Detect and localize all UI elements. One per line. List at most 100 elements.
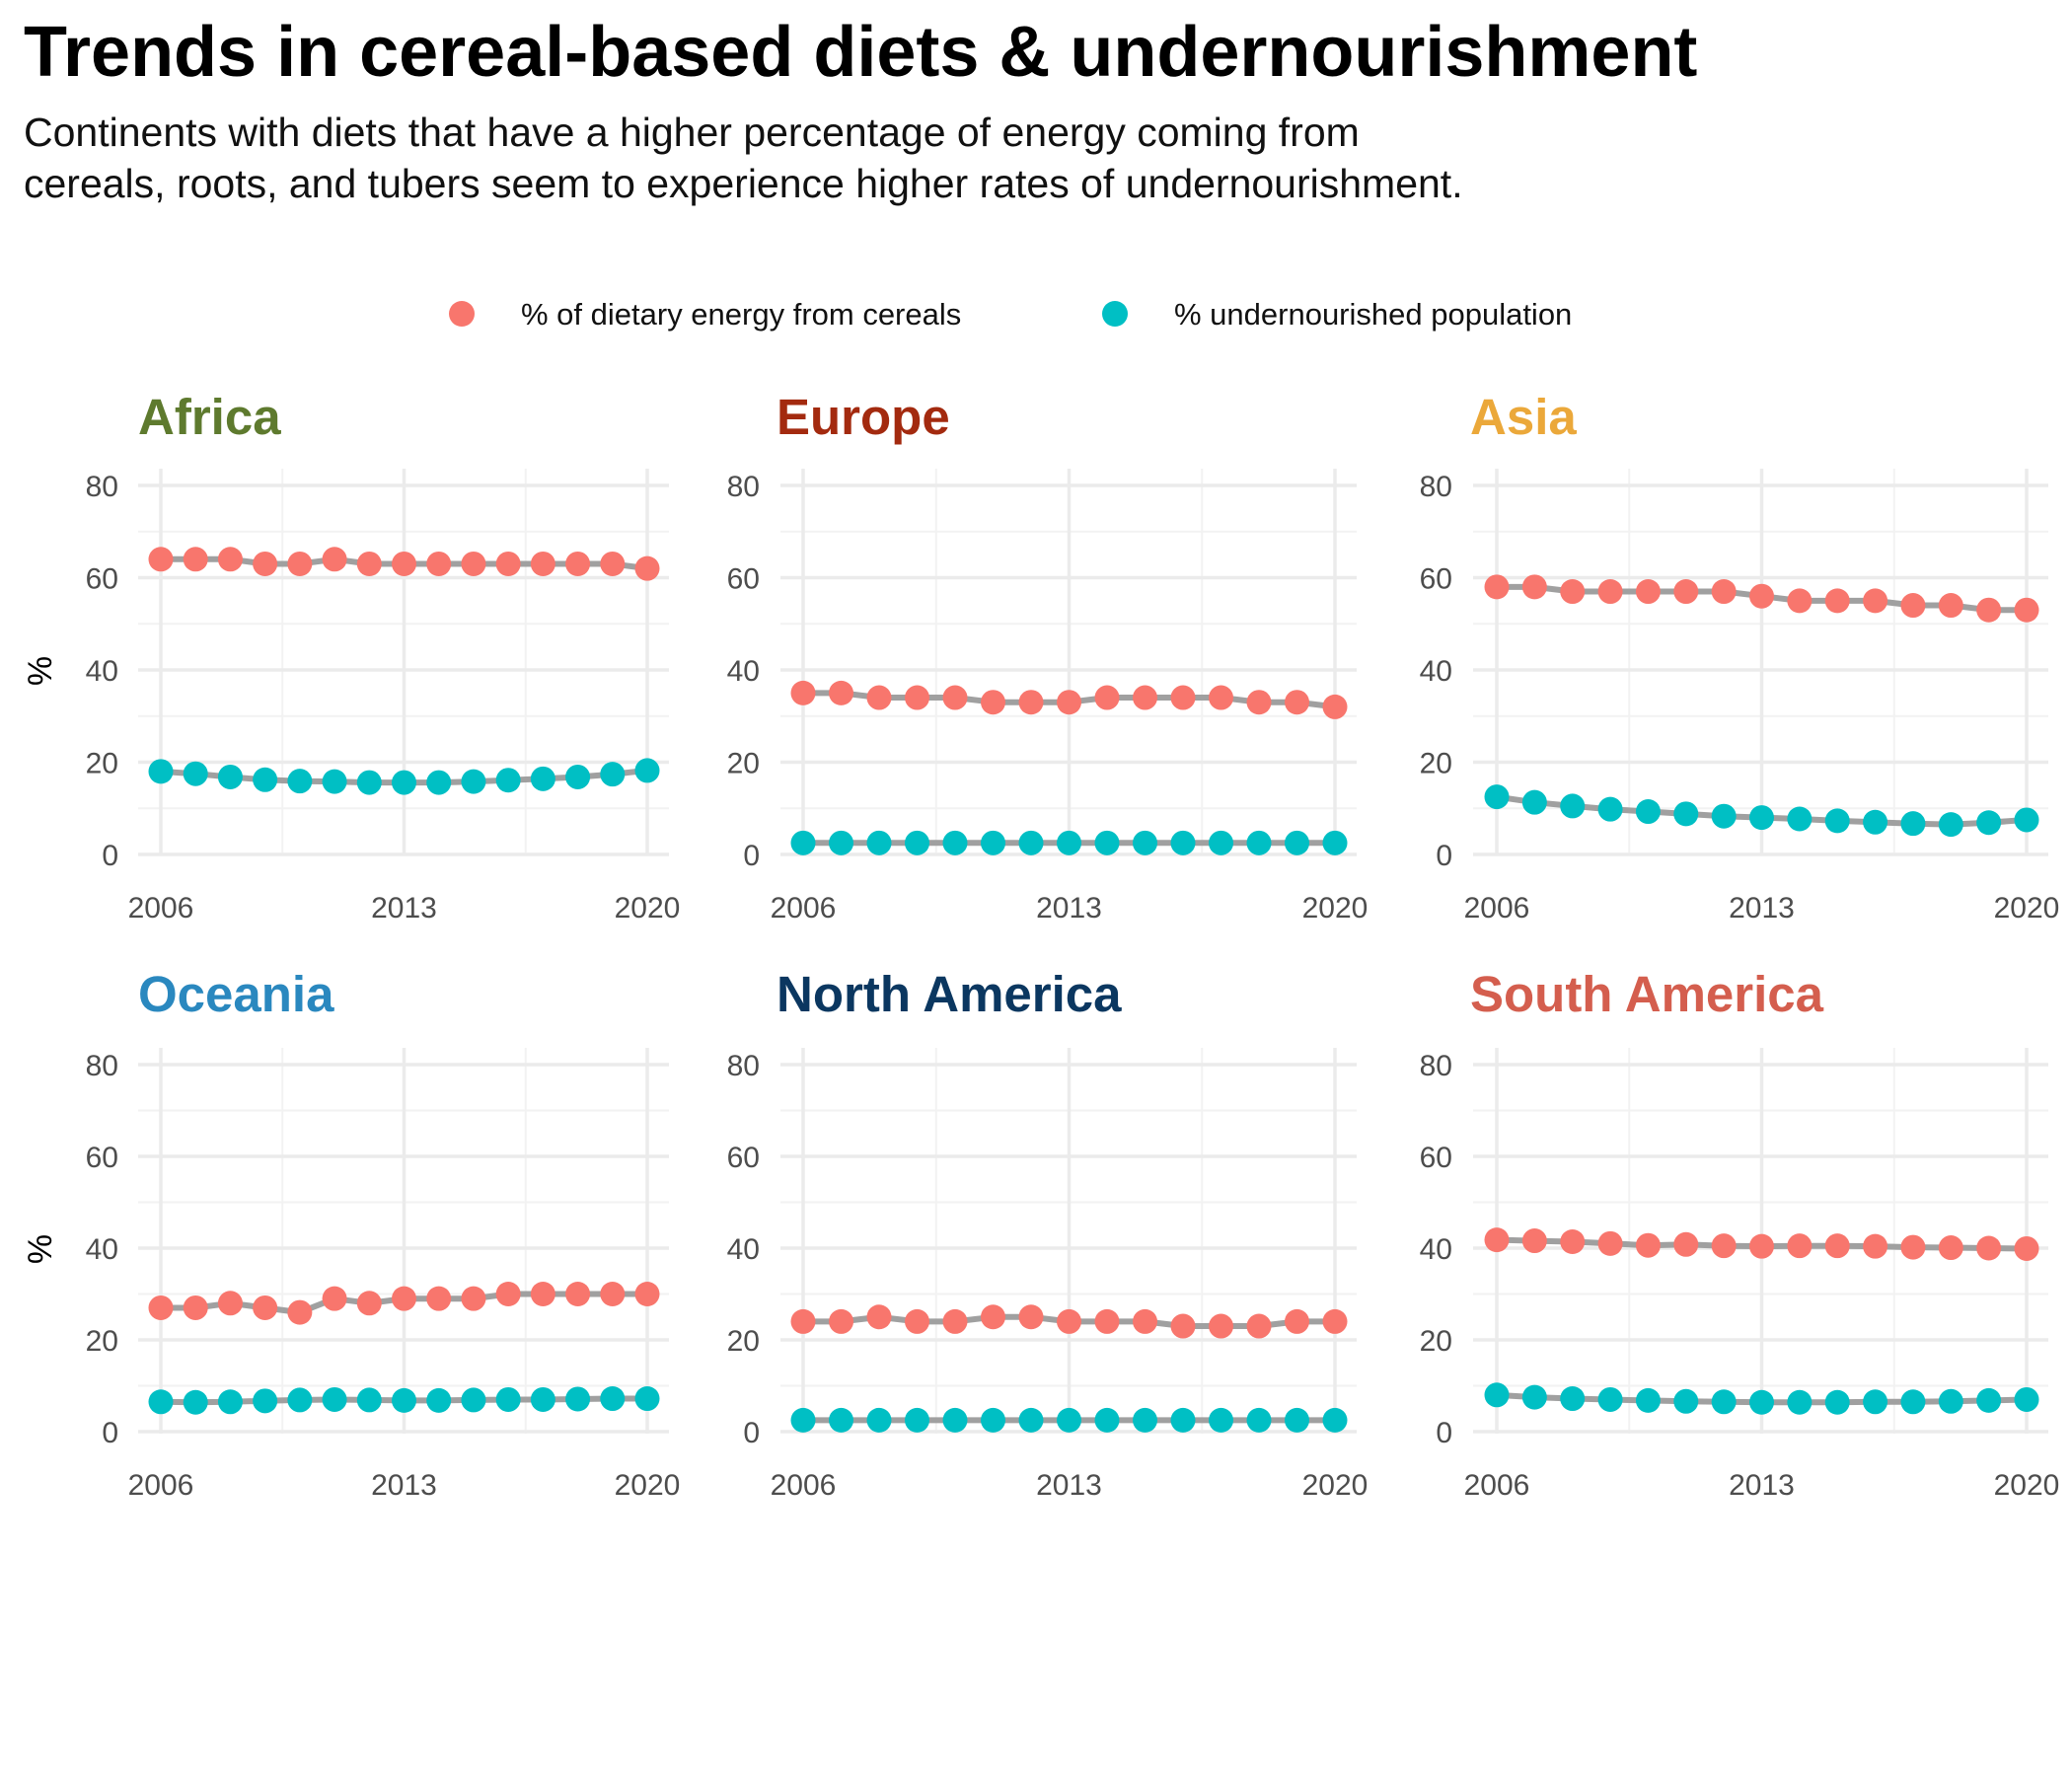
data-point-undernourished [1057,1407,1081,1433]
data-point-cereals [217,1291,243,1316]
data-point-cereals [1787,588,1813,614]
chart-subtitle-line: Continents with diets that have a higher… [24,110,1360,155]
data-point-cereals [1560,1228,1586,1254]
data-point-undernourished [1749,805,1774,831]
data-point-cereals [356,551,382,576]
data-point-cereals [1209,685,1233,710]
x-tick-label: 2006 [1464,1469,1530,1502]
data-point-cereals [565,551,591,576]
y-tick-label: 40 [727,1233,760,1266]
data-point-cereals [426,1286,452,1311]
y-tick-label: 80 [727,1050,760,1082]
data-point-cereals [1484,574,1510,600]
y-tick-label: 80 [86,1050,118,1082]
data-point-cereals [1018,1304,1044,1330]
y-tick-label: 80 [86,471,118,503]
data-point-cereals [287,551,313,576]
data-point-undernourished [530,1386,555,1412]
data-point-undernourished [1246,1407,1272,1433]
data-point-undernourished [183,761,208,786]
data-point-undernourished [829,830,853,855]
data-point-cereals [1246,1313,1272,1339]
data-point-undernourished [356,1387,382,1413]
data-point-cereals [495,1282,521,1306]
data-point-cereals [1285,690,1309,715]
data-point-cereals [1938,1235,1963,1261]
data-point-cereals [600,1282,626,1306]
data-point-undernourished [217,1389,243,1415]
data-point-undernourished [392,770,416,795]
data-point-cereals [905,1308,929,1334]
data-point-cereals [461,1286,486,1311]
data-point-cereals [148,547,174,572]
data-point-cereals [1133,1308,1157,1334]
x-tick-label: 2006 [128,892,194,925]
data-point-undernourished [530,766,555,791]
data-point-cereals [829,680,853,705]
data-point-undernourished [565,1386,591,1412]
data-point-undernourished [148,759,174,784]
x-tick-label: 2013 [1036,892,1102,925]
x-tick-label: 2020 [615,892,681,925]
data-point-undernourished [600,1386,626,1412]
data-point-cereals [866,685,892,710]
legend-marker [1102,301,1128,327]
data-point-undernourished [1597,796,1623,822]
y-tick-label: 0 [743,1417,760,1449]
y-tick-label: 0 [743,840,760,872]
data-point-cereals [790,680,816,705]
panel-title: Asia [1470,389,1577,445]
data-point-undernourished [426,770,452,795]
x-tick-label: 2013 [371,892,437,925]
data-point-cereals [1560,579,1586,605]
data-point-undernourished [1673,801,1699,827]
y-axis-label: % [22,656,59,686]
data-point-undernourished [392,1387,416,1413]
data-point-cereals [1824,588,1850,614]
panel-africa: 0 20 40 60 80 2006 2013 2020% Africa [22,389,680,925]
data-point-cereals [1597,579,1623,605]
data-point-undernourished [600,762,626,787]
data-point-undernourished [287,769,313,794]
data-point-undernourished [866,1407,892,1433]
y-tick-label: 60 [1420,1142,1452,1174]
data-point-undernourished [1635,1387,1661,1413]
data-point-undernourished [1787,806,1813,832]
data-point-undernourished [1938,812,1963,838]
panel-oceania: 0 20 40 60 80 2006 2013 2020% Oceania [22,966,680,1502]
data-point-undernourished [1170,1407,1196,1433]
data-point-cereals [1170,685,1196,710]
data-point-undernourished [790,830,816,855]
data-point-undernourished [1560,1386,1586,1412]
data-point-cereals [1170,1313,1196,1339]
data-point-cereals [426,551,452,576]
data-point-cereals [1938,593,1963,619]
data-point-undernourished [1094,830,1120,855]
data-point-cereals [1900,593,1926,619]
data-point-undernourished [461,1387,486,1413]
data-point-undernourished [1749,1389,1774,1415]
data-point-undernourished [1322,1407,1348,1433]
data-point-cereals [1209,1313,1233,1339]
data-point-undernourished [426,1387,452,1413]
data-point-cereals [1749,1233,1774,1259]
data-point-cereals [1635,579,1661,605]
y-tick-label: 60 [727,563,760,596]
data-point-cereals [392,1286,416,1311]
data-point-undernourished [1635,799,1661,825]
data-point-undernourished [1863,1389,1888,1415]
data-point-undernourished [356,770,382,795]
x-tick-label: 2006 [771,892,837,925]
panel-title: South America [1470,966,1824,1022]
data-point-undernourished [183,1389,208,1415]
data-point-cereals [1635,1232,1661,1258]
data-point-undernourished [1246,830,1272,855]
y-tick-label: 80 [1420,471,1452,503]
x-tick-label: 2020 [615,1469,681,1502]
data-point-undernourished [1170,830,1196,855]
data-point-cereals [942,1308,968,1334]
data-point-undernourished [495,768,521,793]
data-point-cereals [1133,685,1157,710]
data-point-undernourished [1322,830,1348,855]
